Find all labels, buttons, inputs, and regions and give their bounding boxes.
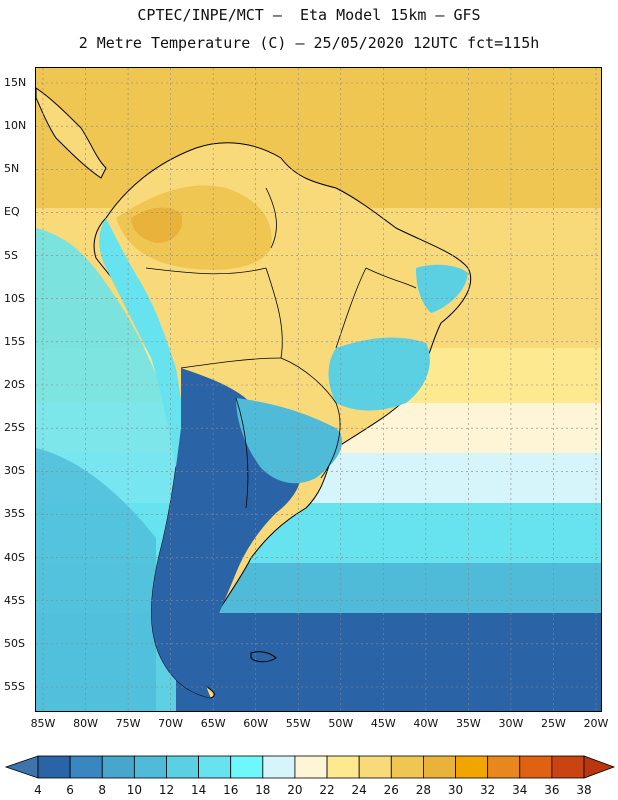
colorbar-tick-label: 36 — [544, 783, 560, 797]
latitude-label: 35S — [4, 507, 25, 521]
longitude-label: 75W — [115, 717, 141, 730]
latitude-label: 10N — [4, 119, 27, 133]
colorbar-tick-label: 22 — [319, 783, 335, 797]
longitude-label: 30W — [498, 717, 524, 730]
colorbar-tick-label: 24 — [351, 783, 367, 797]
colorbar-swatch — [166, 755, 199, 779]
longitude-label: 85W — [30, 717, 56, 730]
latitude-label: 5S — [4, 248, 18, 262]
colorbar-tick-label: 8 — [98, 783, 107, 797]
colorbar — [4, 755, 616, 779]
graticule — [36, 68, 601, 711]
colorbar-swatch — [390, 755, 424, 779]
longitude-label: 55W — [285, 717, 311, 730]
northeast-coast-fringe — [416, 264, 468, 313]
colorbar-swatch — [358, 755, 392, 779]
colorbar-swatch — [69, 755, 103, 779]
argentina-cool-belt — [236, 398, 343, 484]
latitude-label: 45S — [4, 593, 25, 607]
longitude-label: 50W — [328, 717, 354, 730]
latitude-label: EQ — [4, 205, 20, 219]
southeast-brazil-cool — [328, 337, 430, 411]
colorbar-swatch — [133, 755, 167, 779]
longitude-label: 40W — [413, 717, 439, 730]
map-frame — [35, 67, 602, 712]
longitude-label: 25W — [541, 717, 566, 730]
longitude-label: 45W — [370, 717, 396, 730]
latitude-label: 55S — [4, 680, 25, 693]
colorbar-tick-label: 18 — [255, 783, 271, 797]
amazon-hot-spot — [131, 207, 183, 243]
map-subtitle: 2 Metre Temperature (C) – 25/05/2020 12U… — [78, 34, 540, 52]
colorbar-tick-label: 32 — [480, 783, 496, 797]
central-america — [36, 87, 107, 179]
colorbar-swatch — [101, 755, 135, 779]
colorbar-swatch — [519, 755, 553, 779]
longitude-label: 80W — [73, 717, 98, 730]
colorbar-tick-label: 38 — [576, 783, 592, 797]
country-borders — [145, 187, 417, 509]
longitude-label: 65W — [200, 717, 226, 730]
colorbar-tick-label: 20 — [287, 783, 303, 797]
colorbar-swatch — [326, 755, 360, 779]
latitude-label: 40S — [4, 550, 25, 564]
latitude-label: 15S — [4, 334, 25, 348]
colorbar-tick-label: 34 — [512, 783, 528, 797]
longitude-label: 60W — [243, 717, 269, 730]
colorbar-right-arrow — [583, 755, 616, 779]
colorbar-tick-label: 12 — [158, 783, 175, 797]
colorbar-tick-label: 16 — [223, 783, 239, 797]
colorbar-tick-label: 6 — [66, 783, 74, 797]
pacific-cold-zone — [36, 448, 156, 711]
latitude-label: 5N — [4, 162, 20, 176]
colorbar-left-arrow — [4, 755, 39, 779]
colorbar-swatch — [262, 755, 296, 779]
andes-cool-strip — [99, 218, 186, 468]
longitude-label: 35W — [455, 717, 481, 730]
colorbar-tick-label: 10 — [126, 783, 142, 797]
colorbar-tick-label: 4 — [34, 783, 42, 797]
colorbar-swatch — [423, 755, 456, 779]
latitude-label: 10S — [4, 291, 25, 305]
latitude-label: 30S — [4, 464, 25, 478]
colorbar-swatch — [551, 755, 585, 779]
amazon-warm-core — [116, 185, 272, 270]
falkland-islands — [250, 651, 277, 663]
temperature-map — [36, 68, 601, 711]
latitude-label: 15N — [4, 76, 27, 89]
colorbar-swatch — [455, 755, 489, 779]
colorbar-tick-label: 14 — [190, 783, 207, 797]
longitude-label: 70W — [158, 717, 184, 730]
colorbar-swatch — [37, 755, 71, 779]
colorbar-tick-label: 28 — [415, 783, 432, 797]
colorbar-tick-label: 26 — [383, 783, 399, 797]
colorbar-tick-label: 30 — [447, 783, 464, 797]
latitude-label: 25S — [4, 421, 25, 435]
colorbar-swatch — [198, 755, 232, 779]
longitude-label: 20W — [583, 717, 609, 730]
map-title: CPTEC/INPE/MCT – Eta Model 15km – GFS — [137, 6, 481, 24]
colorbar-swatch — [294, 755, 328, 779]
colorbar-swatch — [487, 755, 521, 779]
latitude-label: 20S — [4, 378, 25, 391]
latitude-label: 50S — [4, 636, 25, 650]
colorbar-swatch — [230, 755, 264, 779]
